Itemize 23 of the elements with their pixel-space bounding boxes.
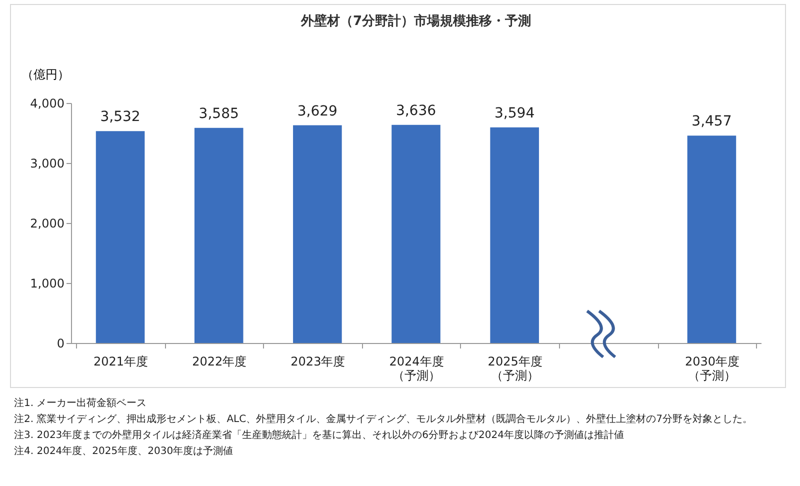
data-label: 3,636 [396,102,436,119]
text: 注1. メーカー出荷金額ベース [14,396,148,411]
text: 注4. 2024年度、2025年度、2030年度は予測値 [14,444,234,459]
data-label: 3,532 [100,109,140,126]
y-axis-title: （億円） [22,68,70,82]
x-tick-label: 2021年度 [94,354,148,368]
y-tick-label: 3,000 [30,156,64,170]
x-tick-label: 2023年度 [290,354,346,368]
y-tick-label: 1,000 [30,276,64,290]
text: 注3. 2023年度までの外壁用タイルは経済産業省「生産動態統計」を基に算出、それ以外の6分野および2024年度以降の予測値は推計値 [14,428,625,443]
x-tick-label: 2025年度（予測） [488,354,542,382]
data-label: 3,585 [198,106,239,122]
y-tick-label: 2,000 [30,216,64,230]
text: 注2. 窯業サイディング、押出成形セメント板、ALC、外壁用タイル、金属サイディング、モルタル外壁材（既調合モルタル）、外壁仕上塗材の7分野を対象とした。 [14,412,754,427]
x-tick-label: 2030年度（予測） [684,354,740,382]
y-tick-label: 4,000 [30,96,64,110]
x-tick-label: 2024年度（予測） [389,354,444,382]
data-label: 3,594 [494,105,535,122]
x-tick-label: 2022年度 [192,354,247,368]
data-label: 3,457 [692,114,732,130]
chart-title: 外壁材（7分野計）市場規模推移・予測 [300,13,532,29]
y-tick-label: 0 [56,336,64,350]
data-label: 3,629 [297,103,338,120]
